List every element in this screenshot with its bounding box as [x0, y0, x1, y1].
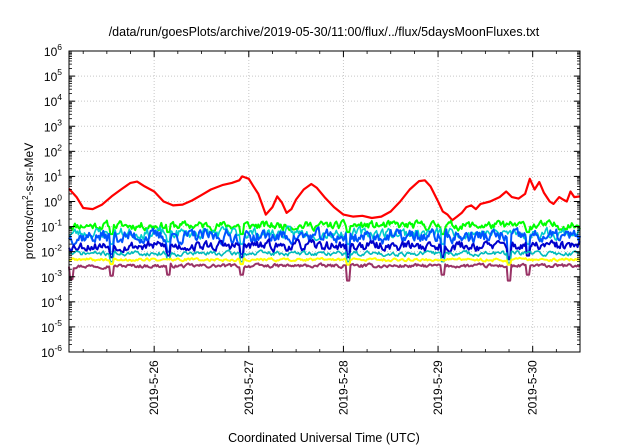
- y-axis-label-rest: -s-sr-MeV: [22, 143, 36, 196]
- x-tick-label: 2019-5-30: [526, 360, 540, 415]
- x-tick-label: 2019-5-29: [431, 360, 445, 415]
- x-tick-label: 2019-5-28: [336, 360, 350, 415]
- y-axis: 10-6 10-5 10-4 10-3 10-2 10-1 100 101 102 103 104 1…: [41, 42, 580, 360]
- y-axis-label-base: protons/cm: [22, 200, 36, 259]
- series-line-3: [68, 226, 581, 259]
- chart-title: /data/run/goesPlots/archive/2019-05-30/1…: [109, 25, 540, 39]
- x-tick-label: 2019-5-27: [242, 360, 256, 415]
- x-axis-label: Coordinated Universal Time (UTC): [228, 431, 420, 445]
- series-line-5: [68, 249, 581, 264]
- y-tick-label: 10-6: [41, 343, 62, 360]
- y-tick-label: 105: [44, 67, 62, 84]
- y-tick-label: 102: [44, 142, 62, 159]
- y-tick-label: 10-3: [41, 268, 62, 285]
- series-lines: [68, 175, 581, 282]
- y-tick-label: 103: [44, 117, 62, 134]
- y-tick-label: 106: [44, 42, 62, 59]
- y-tick-label: 10-1: [41, 218, 62, 235]
- y-tick-label: 101: [44, 167, 62, 184]
- y-tick-label: 104: [44, 92, 62, 109]
- series-line-4: [68, 238, 581, 261]
- x-axis: 2019-5-26 2019-5-27 2019-5-28 2019-5-29 2019…: [82, 51, 557, 415]
- y-tick-label: 10-4: [41, 293, 62, 310]
- grid-lines: [69, 51, 580, 352]
- y-axis-label-sup: 2: [21, 195, 30, 200]
- series-line-6: [68, 256, 581, 266]
- y-tick-label: 10-5: [41, 318, 62, 335]
- y-tick-label: 100: [44, 193, 62, 210]
- y-axis-label: protons/cm2-s-sr-MeV: [21, 143, 36, 259]
- series-line-0: [68, 175, 581, 222]
- x-tick-label: 2019-5-26: [147, 360, 161, 415]
- y-tick-label: 10-2: [41, 243, 62, 260]
- series-line-7: [68, 262, 581, 282]
- series-line-1: [68, 218, 581, 236]
